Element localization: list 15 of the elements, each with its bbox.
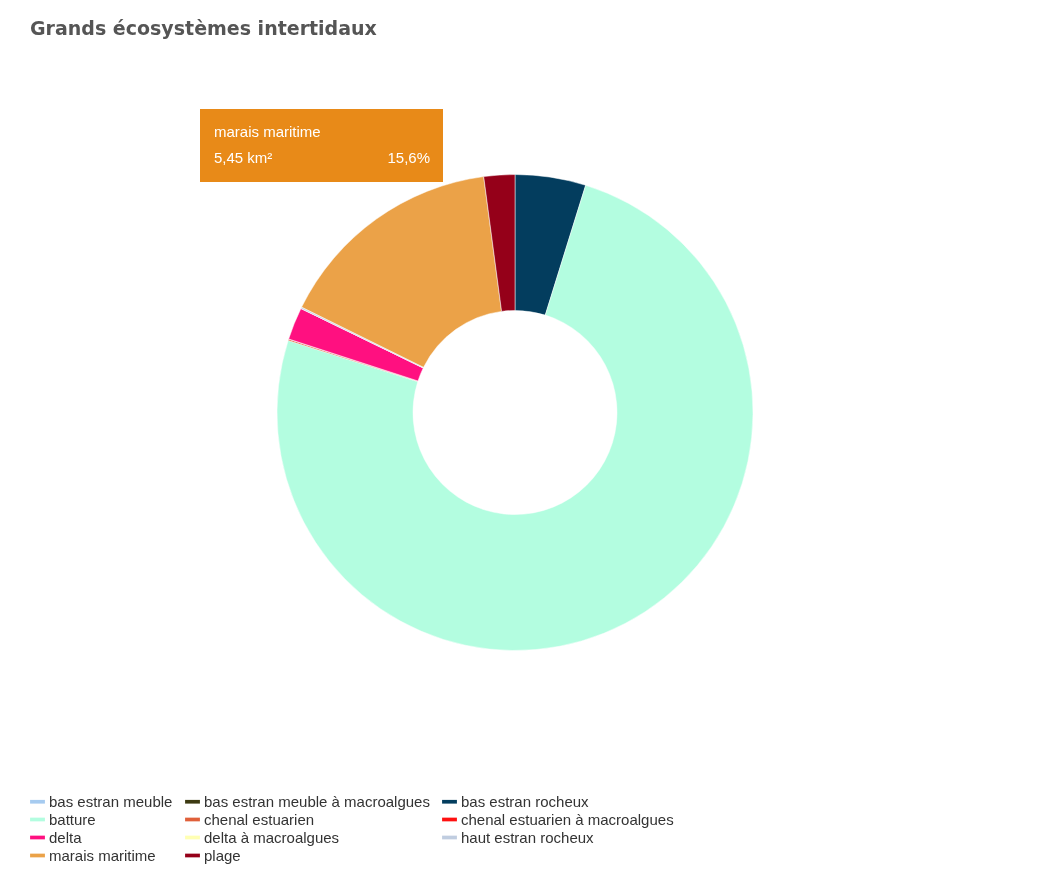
legend-label: marais maritime — [49, 846, 156, 864]
legend-label: delta à macroalgues — [204, 828, 340, 846]
text: 5,45 km² — [214, 149, 273, 166]
legend-label: bas estran rocheux — [461, 792, 590, 810]
text: marais maritime — [214, 123, 321, 140]
legend-label: delta — [49, 828, 83, 846]
legend-label: batture — [49, 810, 96, 828]
legend-label: haut estran rocheux — [461, 828, 595, 846]
chart-title: Grands écosystèmes intertidaux — [30, 17, 377, 39]
legend-label: plage — [204, 846, 241, 864]
legend-label: chenal estuarien — [204, 810, 315, 828]
legend-label: chenal estuarien à macroalgues — [461, 810, 674, 828]
legend-label: bas estran meuble à macroalgues — [204, 792, 430, 810]
legend-label: bas estran meuble — [49, 792, 173, 810]
text: 15,6% — [387, 149, 430, 166]
